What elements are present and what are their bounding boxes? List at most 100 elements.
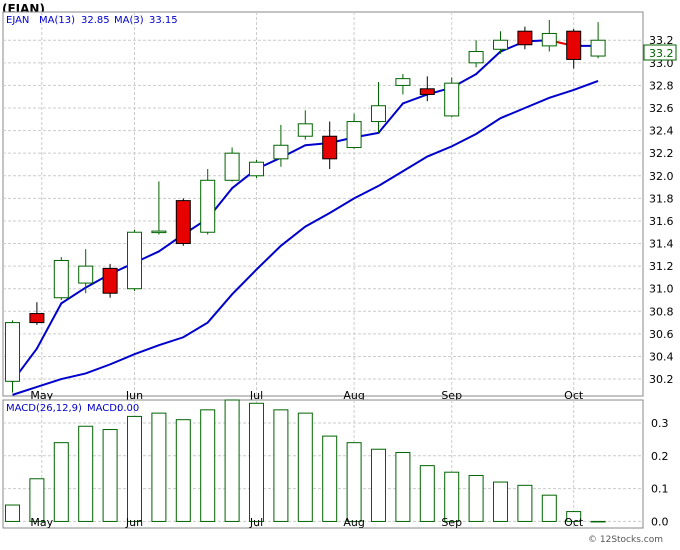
macd-bar [517, 484, 533, 522]
candle-body [566, 30, 582, 60]
ma-slow-line [12, 79, 599, 396]
price-y-tick-label: 30.2 [649, 373, 674, 386]
macd-y-tick-label: 0.3 [651, 417, 669, 430]
chart-legend: EJAN MA(13) 32.85 MA(3) 33.15 [6, 15, 178, 26]
candle-up [78, 249, 94, 294]
legend-ma3-value: 33.15 [149, 15, 178, 26]
macd-bar [200, 409, 216, 522]
candle-body [419, 88, 435, 95]
macd-bar [29, 478, 45, 522]
candle-down [566, 28, 582, 69]
price-panel: 30.2 30.4 30.6 30.8 31.0 31.2 31.4 31.6 31.8 32.0… [2, 11, 677, 402]
candles [5, 19, 606, 393]
price-y-tick-labels: 30.2 30.4 30.6 30.8 31.0 31.2 31.4 31.6 31.8 32.0… [649, 34, 674, 386]
macd-legend-label: MACD(26,12,9) [6, 403, 82, 414]
candle-body [29, 313, 45, 324]
macd-bar [590, 520, 606, 523]
watermark: © 12Stocks.com [588, 535, 663, 545]
macd-bar [127, 415, 142, 522]
macd-bar [395, 452, 411, 522]
price-y-tick-label: 31.6 [649, 215, 674, 228]
candle-body [249, 161, 264, 177]
ma13-segment [35, 302, 63, 350]
price-x-tick-label: Jun [125, 389, 143, 402]
macd-x-tick-label: May [30, 516, 53, 529]
price-x-tick-labels: May Jun Jul Aug Sep Oct [30, 389, 583, 402]
ma13-segment [60, 286, 87, 305]
candle-down [322, 121, 338, 169]
price-x-tick-label: Aug [343, 389, 364, 402]
last-price-badge: 33.2 [643, 44, 677, 61]
macd-bar [151, 412, 167, 522]
candle-body [322, 135, 338, 160]
last-price-badge-box [643, 44, 677, 61]
legend-ma13-label: MA(13) [39, 15, 75, 26]
candle-body [371, 105, 386, 123]
ma13-segment [377, 102, 404, 134]
price-panel-frame [2, 11, 644, 397]
candle-up [127, 229, 142, 291]
candle-up [53, 257, 69, 300]
macd-bars [5, 399, 606, 523]
macd-y-tick-label: 0.1 [651, 483, 669, 496]
candle-down [175, 198, 191, 246]
price-y-tick-label: 32.6 [649, 102, 674, 115]
macd-legend-value-label: MACD: [87, 403, 120, 414]
candle-up [224, 147, 240, 182]
macd-bar [493, 481, 508, 522]
candle-body [493, 39, 508, 50]
price-y-tick-label: 33.2 [649, 34, 674, 47]
price-y-tick-label: 31.4 [649, 238, 674, 251]
candle-down [29, 302, 45, 325]
macd-bar [224, 399, 240, 522]
macd-x-tick-labels: May Jun Jul Aug Sep Oct [30, 516, 583, 529]
macd-x-tick-label: Aug [343, 516, 364, 529]
price-y-tick-label: 31.2 [649, 260, 674, 273]
candle-up [5, 320, 20, 393]
macd-bar [175, 419, 191, 522]
macd-bar [468, 474, 484, 522]
candle-body [541, 32, 557, 47]
ma13-segment [401, 93, 429, 105]
price-grid [3, 12, 643, 396]
macd-bar [346, 442, 362, 522]
legend-ma3-label: MA(3) [114, 15, 144, 26]
macd-bar [53, 442, 69, 522]
candle-up [468, 40, 484, 68]
macd-y-tick-label: 0.0 [651, 515, 669, 528]
candle-body [151, 230, 167, 234]
candle-up [493, 31, 508, 54]
candle-body [78, 265, 94, 284]
candle-body [127, 231, 142, 290]
macd-bar [273, 409, 289, 522]
macd-y-tick-labels: 0.0 0.1 0.2 0.3 [651, 417, 669, 528]
candle-body [468, 51, 484, 64]
price-y-tick-label: 32.0 [649, 170, 674, 183]
macd-legend: MACD(26,12,9) MACD: 0.00 [6, 403, 139, 414]
candle-up [273, 124, 289, 167]
candle-up [151, 181, 167, 235]
candle-down [517, 26, 533, 50]
candle-body [5, 322, 20, 382]
candle-down [419, 76, 435, 102]
macd-x-tick-label: Oct [564, 516, 584, 529]
price-y-tick-label: 32.4 [649, 125, 674, 138]
candle-body [590, 39, 606, 57]
ma13-segment [475, 50, 502, 76]
candle-up [200, 168, 216, 235]
candle-body [200, 179, 216, 233]
candle-body [175, 200, 191, 245]
candle-up [297, 110, 313, 140]
macd-x-tick-label: Jun [125, 516, 143, 529]
price-x-tick-label: May [30, 389, 53, 402]
ma-slow-polyline [12, 79, 599, 396]
candle-body [297, 123, 313, 137]
macd-x-tick-label: Jul [249, 516, 263, 529]
macd-bar [78, 425, 94, 522]
macd-bar [102, 429, 118, 522]
candle-up [541, 19, 557, 52]
candle-up [590, 22, 606, 59]
legend-ma13-value: 32.85 [81, 15, 110, 26]
